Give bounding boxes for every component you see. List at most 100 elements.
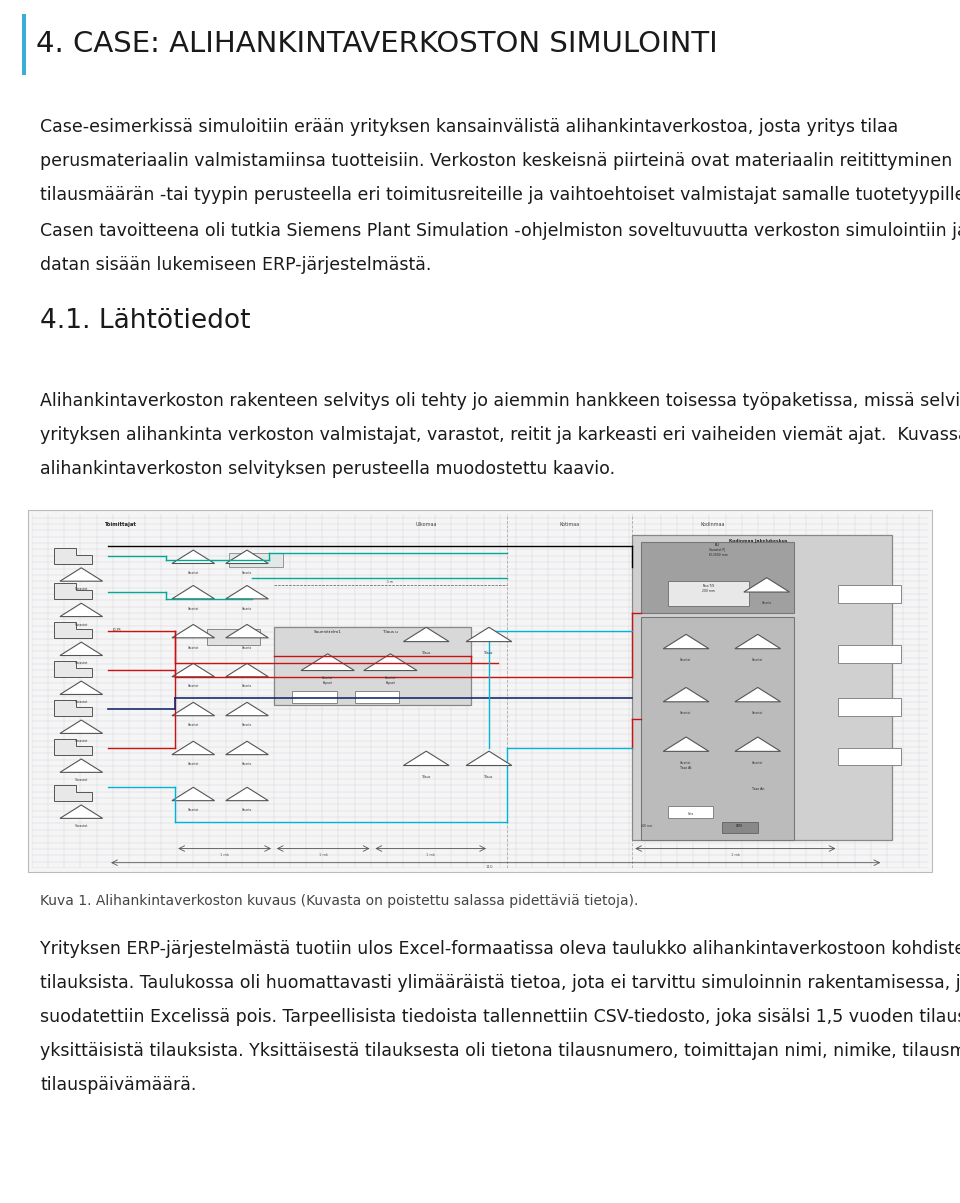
Text: Varastot: Varastot — [187, 685, 199, 688]
Polygon shape — [226, 703, 269, 716]
Bar — [838, 747, 901, 765]
Text: Taso T/S: Taso T/S — [703, 583, 714, 587]
Text: Varastot: Varastot — [187, 571, 199, 575]
Text: tilauspäivämäärä.: tilauspäivämäärä. — [40, 1075, 197, 1094]
Text: Varastot: Varastot — [752, 658, 763, 662]
Bar — [668, 806, 713, 818]
Text: tilauksista. Taulukossa oli huomattavasti ylimääräistä tietoa, jota ei tarvittu : tilauksista. Taulukossa oli huomattavast… — [40, 974, 960, 992]
Bar — [229, 553, 283, 567]
Text: Varastot: Varastot — [187, 723, 199, 728]
Text: Varastot: Varastot — [752, 711, 763, 715]
Bar — [28, 510, 932, 872]
Polygon shape — [172, 663, 215, 677]
Text: suodatettiin Excelissä pois. Tarpeellisista tiedoista tallennettiin CSV-tiedosto: suodatettiin Excelissä pois. Tarpeellisi… — [40, 1008, 960, 1026]
Text: 200 mm: 200 mm — [702, 589, 715, 593]
Text: perusmateriaalin valmistamiinsa tuotteisiin. Verkoston keskeisnä piirteinä ovat : perusmateriaalin valmistamiinsa tuotteis… — [40, 152, 952, 170]
Polygon shape — [735, 737, 780, 752]
Text: Varasto: Varasto — [242, 723, 252, 728]
Text: Varasto: Varasto — [242, 808, 252, 812]
Text: datan sisään lukemiseen ERP-järjestelmästä.: datan sisään lukemiseen ERP-järjestelmäs… — [40, 256, 432, 274]
Polygon shape — [60, 759, 103, 772]
Polygon shape — [55, 660, 92, 677]
Polygon shape — [172, 787, 215, 801]
Text: 4. CASE: ALIHANKINTAVERKOSTON SIMULOINTI: 4. CASE: ALIHANKINTAVERKOSTON SIMULOINTI — [36, 30, 718, 59]
Bar — [274, 627, 471, 705]
Polygon shape — [55, 739, 92, 754]
Polygon shape — [735, 687, 780, 701]
Text: Varastot: Varastot — [75, 622, 88, 627]
Text: Varasto: Varasto — [242, 646, 252, 650]
Text: Varastot: Varastot — [75, 740, 88, 743]
Text: OHTH: OHTH — [736, 824, 743, 829]
Text: Case-esimerkissä simuloitiin erään yrityksen kansainvälistä alihankintaverkostoa: Case-esimerkissä simuloitiin erään yrity… — [40, 118, 899, 136]
Polygon shape — [55, 547, 92, 563]
Text: Kuva 1. Alihankintaverkoston kuvaus (Kuvasta on poistettu salassa pidettäviä tie: Kuva 1. Alihankintaverkoston kuvaus (Kuv… — [40, 894, 638, 908]
Text: Varastot
Kapasit: Varastot Kapasit — [322, 676, 333, 685]
Text: Varastot: Varastot — [75, 778, 88, 782]
Bar — [722, 822, 757, 832]
Polygon shape — [364, 653, 417, 670]
Polygon shape — [172, 703, 215, 716]
Polygon shape — [735, 634, 780, 648]
Text: Casen tavoitteena oli tutkia Siemens Plant Simulation -ohjelmiston soveltuvuutta: Casen tavoitteena oli tutkia Siemens Pla… — [40, 223, 960, 241]
Text: Varastot: Varastot — [752, 760, 763, 765]
Text: Taso At: Taso At — [681, 766, 692, 770]
Text: Tilaus: Tilaus — [421, 651, 431, 654]
Text: yrityksen alihankinta verkoston valmistajat, varastot, reitit ja karkeasti eri v: yrityksen alihankinta verkoston valmista… — [40, 426, 960, 444]
Text: Tilaus: Tilaus — [484, 651, 493, 654]
Text: Tilaus: Tilaus — [421, 775, 431, 778]
Bar — [668, 581, 749, 606]
Bar — [641, 543, 794, 614]
Text: Varasto: Varasto — [242, 571, 252, 575]
Text: Sota: Sota — [687, 812, 694, 816]
Text: Varastot: Varastot — [681, 658, 692, 662]
Polygon shape — [226, 787, 269, 801]
Text: Suunnittelm1: Suunnittelm1 — [314, 629, 342, 634]
Text: Varastot
Kapasit: Varastot Kapasit — [385, 676, 396, 685]
Text: alihankintaverkoston selvityksen perusteella muodostettu kaavio.: alihankintaverkoston selvityksen peruste… — [40, 460, 615, 478]
Text: Varasto: Varasto — [242, 763, 252, 766]
Polygon shape — [403, 627, 449, 641]
Polygon shape — [172, 550, 215, 563]
Polygon shape — [60, 805, 103, 818]
Text: LD,PR: LD,PR — [112, 628, 121, 632]
Text: Varasto: Varasto — [242, 685, 252, 688]
Text: 4.1. Lähtötiedot: 4.1. Lähtötiedot — [40, 308, 251, 334]
Polygon shape — [226, 663, 269, 677]
Text: 1 mk: 1 mk — [319, 853, 327, 857]
Text: Yrityksen ERP-järjestelmästä tuotiin ulos Excel-formaatissa oleva taulukko aliha: Yrityksen ERP-järjestelmästä tuotiin ulo… — [40, 940, 960, 958]
Text: Varastot: Varastot — [187, 808, 199, 812]
Polygon shape — [226, 624, 269, 638]
Text: Varastot: Varastot — [75, 700, 88, 705]
Bar — [838, 698, 901, 716]
Text: Varasto: Varasto — [761, 602, 772, 605]
Text: Varastot: Varastot — [681, 760, 692, 765]
Text: 1 mk: 1 mk — [731, 853, 740, 857]
Text: Taso An: Taso An — [752, 787, 764, 792]
Text: Varastot: Varastot — [681, 711, 692, 715]
Polygon shape — [55, 784, 92, 801]
Text: Kodinmaa Jakelukeskus: Kodinmaa Jakelukeskus — [729, 539, 787, 544]
Polygon shape — [301, 653, 354, 670]
Text: Toimittajat: Toimittajat — [104, 522, 135, 527]
Text: BU: BU — [715, 543, 720, 547]
Text: 110: 110 — [485, 865, 492, 869]
Text: tilausmäärän -tai tyypin perusteella eri toimitusreiteille ja vaihtoehtoiset val: tilausmäärän -tai tyypin perusteella eri… — [40, 186, 960, 205]
Polygon shape — [744, 577, 789, 592]
Text: 400 mm: 400 mm — [641, 824, 653, 829]
Polygon shape — [60, 721, 103, 734]
Text: yksittäisistä tilauksista. Yksittäisestä tilauksesta oli tietona tilausnumero, t: yksittäisistä tilauksista. Yksittäisestä… — [40, 1042, 960, 1060]
Polygon shape — [663, 634, 708, 648]
Polygon shape — [467, 627, 512, 641]
Bar — [641, 617, 794, 840]
Polygon shape — [60, 681, 103, 694]
Polygon shape — [60, 642, 103, 656]
Polygon shape — [467, 751, 512, 765]
Text: Tilaus u: Tilaus u — [382, 629, 398, 634]
Polygon shape — [663, 687, 708, 701]
Text: Varastot: Varastot — [75, 662, 88, 665]
Polygon shape — [55, 622, 92, 638]
Polygon shape — [55, 583, 92, 599]
Text: 1 mk: 1 mk — [426, 853, 435, 857]
Text: Varastot: Varastot — [75, 824, 88, 829]
